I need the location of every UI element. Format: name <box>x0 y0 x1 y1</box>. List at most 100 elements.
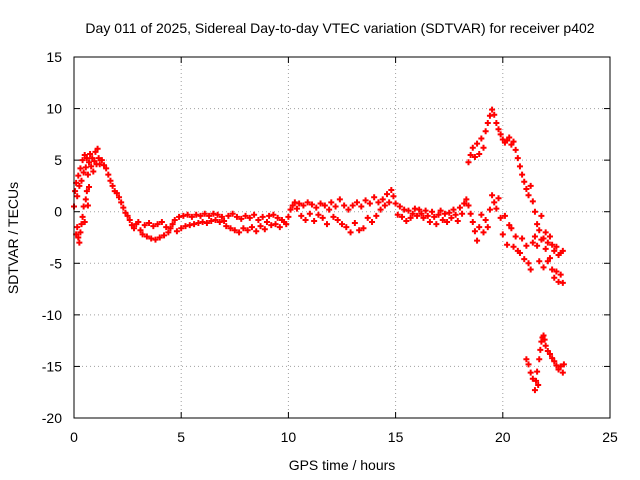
data-point <box>225 212 232 219</box>
data-point <box>529 198 536 205</box>
data-point <box>214 211 221 218</box>
data-point <box>523 356 530 363</box>
x-tick-label: 25 <box>602 429 618 445</box>
data-point <box>525 192 532 199</box>
data-point <box>467 210 474 217</box>
data-point <box>82 196 89 203</box>
data-point <box>169 221 176 228</box>
data-point <box>75 172 82 179</box>
data-point <box>227 225 234 232</box>
data-point <box>559 369 566 376</box>
data-point <box>557 271 564 278</box>
data-point <box>499 231 506 238</box>
data-point <box>218 213 225 220</box>
data-point <box>148 235 155 242</box>
data-point <box>74 193 81 200</box>
data-point <box>514 155 521 162</box>
data-point <box>105 171 112 178</box>
data-point <box>486 112 493 119</box>
data-point <box>251 211 258 218</box>
data-point <box>152 236 159 243</box>
data-point <box>540 264 547 271</box>
data-point <box>77 165 84 172</box>
data-point <box>283 221 290 228</box>
data-point <box>229 210 236 217</box>
data-point <box>508 141 515 148</box>
data-point <box>535 381 542 388</box>
data-point <box>493 205 500 212</box>
data-point <box>270 211 277 218</box>
data-point <box>336 196 343 203</box>
data-point <box>540 235 547 242</box>
data-point <box>302 216 309 223</box>
data-point <box>519 235 526 242</box>
data-point <box>173 228 180 235</box>
data-point <box>480 229 487 236</box>
data-point <box>358 203 365 210</box>
data-point <box>158 219 165 226</box>
data-point <box>101 162 108 169</box>
data-point <box>182 223 189 230</box>
data-point <box>334 216 341 223</box>
data-point <box>444 219 451 226</box>
data-point <box>501 212 508 219</box>
data-point <box>478 135 485 142</box>
data-point <box>81 151 88 158</box>
data-point <box>77 229 84 236</box>
data-point <box>330 213 337 220</box>
data-point <box>362 197 369 204</box>
data-point <box>272 221 279 228</box>
data-point <box>542 229 549 236</box>
y-tick-label: -5 <box>50 255 63 271</box>
data-point <box>549 266 556 273</box>
axis-ticks: 0 5 10 15 20 25 -20 -15 -10 -5 0 5 10 15 <box>42 49 618 445</box>
data-point <box>80 203 87 210</box>
data-point <box>439 216 446 223</box>
data-point <box>291 199 298 206</box>
data-point <box>495 126 502 133</box>
data-point <box>246 214 253 221</box>
data-point <box>450 206 457 213</box>
x-tick-label: 10 <box>281 429 297 445</box>
data-point <box>489 106 496 113</box>
data-point <box>401 206 408 213</box>
data-point <box>364 214 371 221</box>
data-point <box>167 225 174 232</box>
data-point <box>403 217 410 224</box>
data-point <box>544 347 551 354</box>
data-point <box>221 217 228 224</box>
data-point <box>531 233 538 240</box>
data-point <box>293 205 300 212</box>
data-point <box>298 212 305 219</box>
x-axis-label: GPS time / hours <box>289 457 396 473</box>
data-point <box>289 202 296 209</box>
data-point <box>98 157 105 164</box>
data-point <box>497 131 504 138</box>
data-point <box>536 227 543 234</box>
data-point <box>506 222 513 229</box>
data-point <box>326 206 333 213</box>
data-point <box>165 229 172 236</box>
data-point <box>349 202 356 209</box>
data-point <box>255 216 262 223</box>
data-point <box>268 222 275 229</box>
data-point <box>253 228 260 235</box>
data-point <box>91 158 98 165</box>
data-point <box>356 227 363 234</box>
data-point <box>482 128 489 135</box>
data-point <box>386 199 393 206</box>
data-point <box>504 241 511 248</box>
data-point <box>471 154 478 161</box>
data-point <box>546 233 553 240</box>
data-point <box>92 148 99 155</box>
data-point <box>426 219 433 226</box>
data-point <box>409 210 416 217</box>
data-point <box>529 375 536 382</box>
data-point <box>193 211 200 218</box>
data-point <box>523 242 530 249</box>
y-tick-label: 0 <box>54 204 62 220</box>
data-point <box>206 212 213 219</box>
data-point <box>154 221 161 228</box>
data-point <box>81 219 88 226</box>
data-point <box>242 212 249 219</box>
